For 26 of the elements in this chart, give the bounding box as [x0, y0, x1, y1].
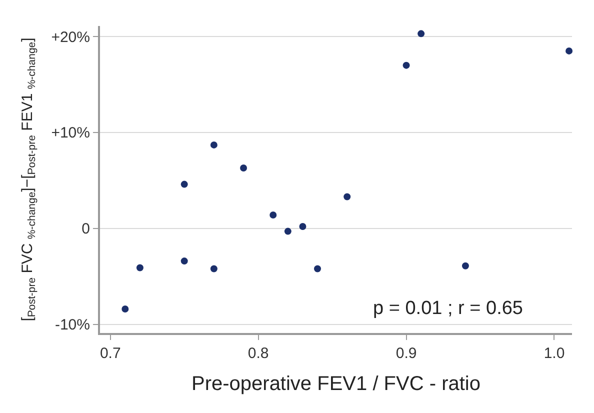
x-axis-title: Pre-operative FEV1 / FVC - ratio — [192, 373, 480, 395]
point — [210, 265, 218, 272]
point — [180, 258, 188, 265]
point — [462, 262, 469, 270]
point — [344, 193, 351, 200]
x-tick-label: 0.7 — [100, 345, 121, 362]
annotation: p = 0.01 ; r = 0.65 — [373, 298, 523, 319]
x-tick-label: 1.0 — [544, 345, 565, 362]
point — [270, 212, 277, 218]
y-tick-label: +10% — [51, 124, 90, 142]
point — [566, 47, 573, 54]
point — [136, 264, 144, 272]
point — [180, 180, 188, 188]
y-tick-label: 0 — [82, 220, 90, 238]
point — [210, 141, 218, 148]
point — [284, 228, 292, 235]
point — [122, 306, 129, 313]
y-tick-label: -10% — [54, 316, 90, 334]
x-tick-label: 0.8 — [248, 345, 269, 362]
point — [314, 265, 321, 272]
x-tick-label: 0.9 — [396, 345, 417, 362]
y-tick-label: +20% — [51, 28, 90, 46]
point — [240, 164, 248, 172]
point — [299, 223, 306, 230]
point — [402, 62, 410, 69]
point — [418, 30, 425, 38]
